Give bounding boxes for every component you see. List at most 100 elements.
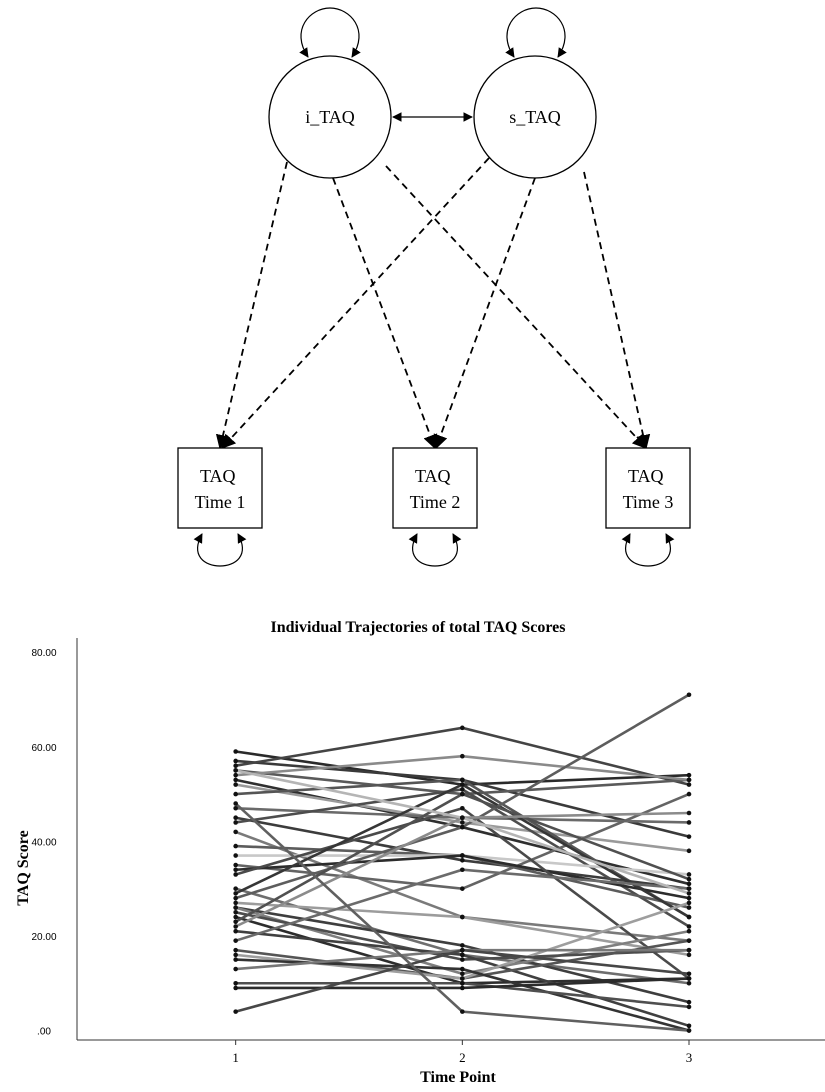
trajectory-point [233,891,238,896]
trajectory-point [687,953,692,958]
trajectory-point [233,867,238,872]
trajectory-point [687,976,692,981]
trajectory-point [233,806,238,811]
y-tick-label: 60.00 [31,743,56,754]
trajectory-point [233,986,238,991]
trajectory-point [233,768,238,773]
trajectory-point [460,782,465,787]
trajectory-point [687,1024,692,1029]
trajectory-point [460,787,465,792]
x-tick-label: 1 [232,1050,239,1065]
trajectory-point [460,792,465,797]
trajectory-line-19 [236,785,689,917]
trajectory-point [687,929,692,934]
trajectory-point [460,825,465,830]
trajectory-point [687,896,692,901]
y-tick-label: 20.00 [31,932,56,943]
trajectory-point [687,1000,692,1005]
trajectory-point [460,886,465,891]
trajectory-point [233,957,238,962]
s-variance-loop [507,8,565,57]
trajectory-point [460,948,465,953]
x-tick-label: 3 [686,1050,693,1065]
trajectory-point [460,778,465,783]
trajectory-point [233,915,238,920]
trajectory-point [460,754,465,759]
y-axis-label: TAQ Score [15,830,32,905]
loading-i-t2 [333,178,435,448]
trajectory-point [460,820,465,825]
trajectory-point [460,867,465,872]
trajectory-point [460,971,465,976]
loading-i-t1 [220,162,287,448]
trajectory-point [687,849,692,854]
trajectory-point [233,853,238,858]
i-variance-loop [301,8,359,57]
trajectory-point [687,886,692,891]
trajectory-point [687,782,692,787]
trajectory-point [233,938,238,943]
trajectory-point [460,858,465,863]
trajectory-point [460,726,465,731]
trajectory-point [687,872,692,877]
latent-s-label: s_TAQ [509,107,561,127]
trajectory-point [687,938,692,943]
trajectory-point [233,1009,238,1014]
trajectory-point [233,929,238,934]
observed-t2-line1: TAQ [415,466,451,486]
trajectory-point [233,801,238,806]
trajectory-chart: Individual Trajectories of total TAQ Sco… [0,600,825,1092]
trajectory-point [233,981,238,986]
trajectory-point [687,891,692,896]
y-tick-label: 80.00 [31,648,56,659]
trajectory-point [460,981,465,986]
observed-t3-line1: TAQ [628,466,664,486]
trajectory-point [460,915,465,920]
trajectory-point [233,759,238,764]
observed-t1-line1: TAQ [200,466,236,486]
loading-s-t1 [222,158,489,448]
trajectory-point [687,981,692,986]
trajectory-point [233,886,238,891]
trajectory-point [460,976,465,981]
trajectory-point [460,957,465,962]
trajectory-point [233,896,238,901]
trajectory-point [460,1009,465,1014]
trajectory-point [687,778,692,783]
trajectory-point [233,924,238,929]
trajectory-point [233,953,238,958]
x-tick-label: 2 [459,1050,466,1065]
trajectory-point [460,943,465,948]
t2-residual-loop [413,534,458,566]
trajectory-point [233,773,238,778]
trajectory-point [460,815,465,820]
loading-s-t2 [436,178,535,448]
trajectory-point [687,948,692,953]
trajectory-point [687,905,692,910]
trajectory-point [233,905,238,910]
trajectory-point [460,806,465,811]
trajectory-point [233,901,238,906]
trajectory-point [687,924,692,929]
trajectory-point [687,1028,692,1033]
trajectory-point [233,910,238,915]
trajectory-point [233,749,238,754]
trajectory-point [233,967,238,972]
trajectory-point [233,778,238,783]
observed-t2-box [393,448,477,528]
trajectory-point [687,877,692,882]
observed-t3-line2: Time 3 [623,492,674,512]
trajectory-point [233,792,238,797]
trajectory-point [687,915,692,920]
trajectory-point [460,853,465,858]
trajectory-point [687,834,692,839]
trajectory-point [233,763,238,768]
latent-i-label: i_TAQ [305,107,355,127]
trajectory-point [233,820,238,825]
loading-i-t3 [386,166,646,448]
loading-s-t3 [584,172,646,448]
trajectory-point [687,792,692,797]
chart-title: Individual Trajectories of total TAQ Sco… [271,619,566,636]
x-axis-label: Time Point [420,1069,496,1086]
trajectory-point [687,1005,692,1010]
